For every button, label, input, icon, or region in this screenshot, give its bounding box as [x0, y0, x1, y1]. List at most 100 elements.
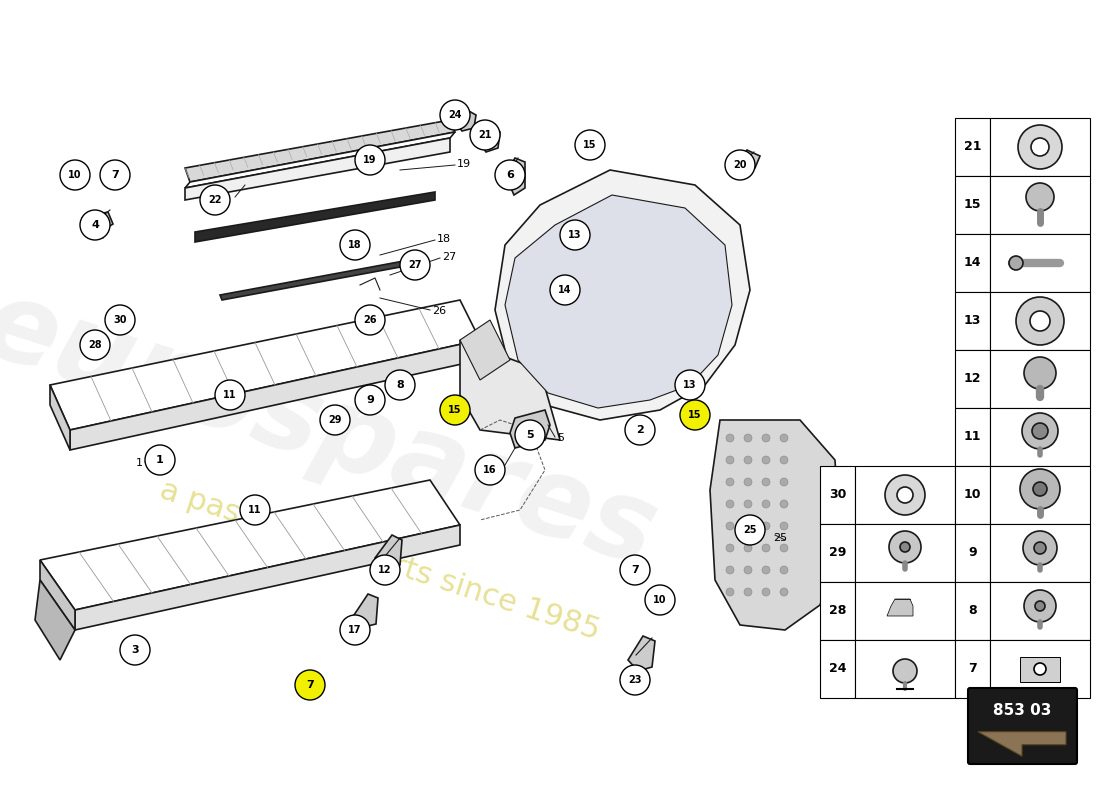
- Circle shape: [1033, 482, 1047, 496]
- FancyBboxPatch shape: [990, 292, 1090, 350]
- Circle shape: [1016, 297, 1064, 345]
- Text: 10: 10: [68, 170, 81, 180]
- Polygon shape: [40, 560, 75, 630]
- Text: 853 03: 853 03: [993, 702, 1052, 718]
- Polygon shape: [460, 340, 560, 440]
- Circle shape: [560, 220, 590, 250]
- Polygon shape: [978, 732, 1066, 756]
- Text: 27: 27: [442, 252, 456, 262]
- Circle shape: [780, 544, 788, 552]
- Circle shape: [355, 305, 385, 335]
- FancyBboxPatch shape: [955, 292, 990, 350]
- Text: 7: 7: [631, 565, 639, 575]
- Circle shape: [1035, 601, 1045, 611]
- Polygon shape: [628, 636, 654, 671]
- FancyBboxPatch shape: [1020, 657, 1060, 682]
- Circle shape: [744, 434, 752, 442]
- Circle shape: [370, 555, 400, 585]
- Circle shape: [200, 185, 230, 215]
- Text: 6: 6: [506, 170, 514, 180]
- Text: 4: 4: [91, 220, 99, 230]
- Circle shape: [385, 370, 415, 400]
- Text: 13: 13: [683, 380, 696, 390]
- Text: 11: 11: [964, 430, 981, 443]
- Text: 8: 8: [968, 605, 977, 618]
- FancyBboxPatch shape: [955, 582, 990, 640]
- Text: 7: 7: [968, 662, 977, 675]
- Text: 15: 15: [964, 198, 981, 211]
- Circle shape: [762, 588, 770, 596]
- FancyBboxPatch shape: [955, 176, 990, 234]
- Circle shape: [780, 588, 788, 596]
- Circle shape: [889, 531, 921, 563]
- Circle shape: [726, 456, 734, 464]
- Text: 21: 21: [478, 130, 492, 140]
- Text: 10: 10: [964, 489, 981, 502]
- Polygon shape: [460, 320, 510, 380]
- Circle shape: [295, 670, 324, 700]
- Polygon shape: [505, 158, 525, 195]
- Circle shape: [625, 415, 654, 445]
- Circle shape: [744, 544, 752, 552]
- Text: 29: 29: [828, 546, 846, 559]
- Circle shape: [725, 150, 755, 180]
- FancyBboxPatch shape: [855, 640, 955, 698]
- Text: 26: 26: [363, 315, 376, 325]
- Text: 15: 15: [583, 140, 596, 150]
- Text: 14: 14: [558, 285, 572, 295]
- Circle shape: [80, 210, 110, 240]
- Text: 25: 25: [744, 525, 757, 535]
- Polygon shape: [40, 480, 460, 610]
- Circle shape: [893, 659, 917, 683]
- Circle shape: [495, 160, 525, 190]
- Circle shape: [475, 455, 505, 485]
- Circle shape: [1034, 663, 1046, 675]
- Text: 12: 12: [378, 565, 392, 575]
- Text: 13: 13: [964, 314, 981, 327]
- FancyBboxPatch shape: [955, 408, 990, 466]
- FancyBboxPatch shape: [990, 582, 1090, 640]
- Circle shape: [440, 395, 470, 425]
- Circle shape: [340, 615, 370, 645]
- Circle shape: [575, 130, 605, 160]
- Text: 2: 2: [636, 425, 644, 435]
- Circle shape: [726, 500, 734, 508]
- Circle shape: [1020, 469, 1060, 509]
- Circle shape: [735, 515, 764, 545]
- Circle shape: [515, 420, 544, 450]
- Circle shape: [1023, 531, 1057, 565]
- FancyBboxPatch shape: [955, 234, 990, 292]
- Circle shape: [620, 665, 650, 695]
- Text: 21: 21: [964, 141, 981, 154]
- Circle shape: [240, 495, 270, 525]
- Polygon shape: [887, 599, 913, 616]
- Polygon shape: [50, 385, 70, 450]
- Circle shape: [726, 522, 734, 530]
- FancyBboxPatch shape: [955, 640, 990, 698]
- Circle shape: [886, 475, 925, 515]
- Circle shape: [780, 434, 788, 442]
- Polygon shape: [375, 535, 402, 572]
- Text: 15: 15: [689, 410, 702, 420]
- Circle shape: [726, 566, 734, 574]
- Text: 20: 20: [734, 160, 747, 170]
- Circle shape: [1018, 125, 1062, 169]
- Polygon shape: [195, 192, 434, 242]
- Polygon shape: [495, 170, 750, 420]
- Circle shape: [726, 478, 734, 486]
- FancyBboxPatch shape: [955, 466, 990, 524]
- Circle shape: [1024, 590, 1056, 622]
- Circle shape: [744, 588, 752, 596]
- FancyBboxPatch shape: [955, 118, 990, 176]
- Circle shape: [100, 160, 130, 190]
- Text: 14: 14: [964, 257, 981, 270]
- Circle shape: [762, 434, 770, 442]
- Text: eurospares: eurospares: [0, 270, 671, 590]
- Circle shape: [1031, 138, 1049, 156]
- FancyBboxPatch shape: [990, 118, 1090, 176]
- Text: 3: 3: [131, 645, 139, 655]
- Circle shape: [1009, 256, 1023, 270]
- Circle shape: [440, 100, 470, 130]
- Circle shape: [762, 522, 770, 530]
- Text: 7: 7: [306, 680, 313, 690]
